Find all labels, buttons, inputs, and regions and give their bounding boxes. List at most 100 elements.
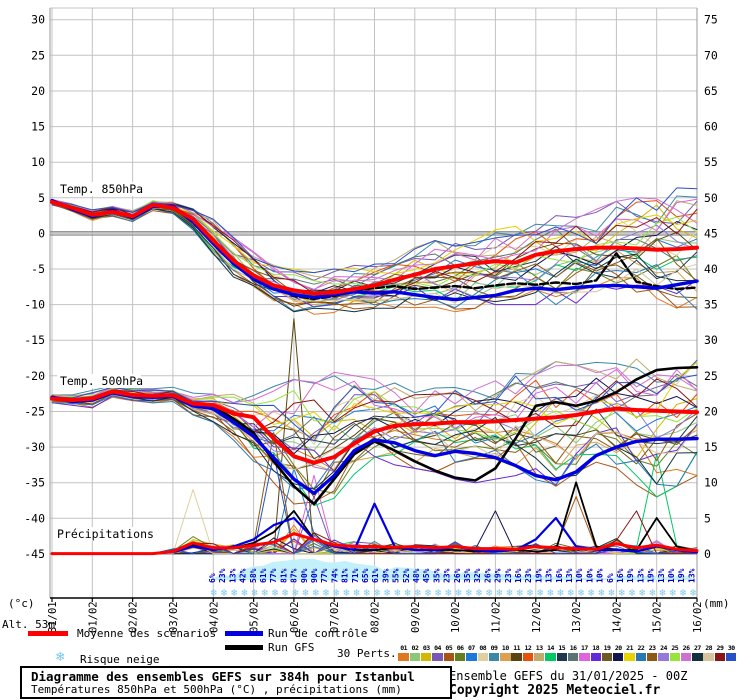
pert-color-swatch — [421, 653, 432, 661]
pert-number: 03 — [422, 644, 430, 652]
svg-text:❄: ❄ — [333, 587, 340, 599]
pert-number: 19 — [603, 644, 611, 652]
run-info: Ensemble GEFS du 31/01/2025 - 00Z — [449, 669, 688, 683]
pert-color-swatch — [613, 653, 624, 661]
svg-text:19%: 19% — [534, 568, 543, 583]
svg-text:10/02: 10/02 — [450, 601, 462, 633]
svg-text:Alt. 53m: Alt. 53m — [2, 618, 55, 631]
svg-text:03/02: 03/02 — [168, 601, 180, 633]
svg-text:(mm): (mm) — [703, 597, 730, 610]
svg-text:14/02: 14/02 — [611, 601, 623, 633]
svg-text:02/02: 02/02 — [128, 601, 140, 633]
svg-text:20: 20 — [704, 404, 718, 418]
pert-legend-item: 12 — [522, 644, 534, 661]
svg-text:55: 55 — [704, 155, 718, 169]
svg-text:30: 30 — [31, 13, 45, 27]
svg-text:❄: ❄ — [649, 587, 656, 599]
svg-text:45: 45 — [704, 226, 718, 240]
pert-legend-item: 18 — [590, 644, 601, 661]
svg-text:52%: 52% — [402, 568, 411, 583]
svg-text:26%: 26% — [453, 568, 462, 583]
pert-color-swatch — [409, 653, 421, 661]
pert-color-swatch — [398, 653, 409, 661]
pert-legend-item: 09 — [488, 644, 500, 661]
pert-number: 13 — [535, 644, 543, 652]
svg-text:23%: 23% — [443, 568, 452, 583]
pert-color-swatch — [500, 653, 511, 661]
svg-text:31/01: 31/01 — [47, 601, 59, 633]
svg-text:90%: 90% — [300, 568, 309, 583]
svg-text:77%: 77% — [320, 568, 329, 583]
pert-color-swatch — [477, 653, 488, 661]
pert-color-swatch — [703, 653, 714, 661]
svg-text:❄: ❄ — [262, 587, 269, 599]
pert-legend-item: 07 — [466, 644, 477, 661]
pert-color-swatch — [488, 653, 500, 661]
pert-number: 14 — [547, 644, 554, 652]
svg-text:90%: 90% — [310, 568, 319, 583]
label-temp-850: Temp. 850hPa — [60, 182, 143, 196]
pert-number: 18 — [592, 644, 600, 652]
svg-text:❄: ❄ — [588, 587, 595, 599]
svg-text:❄: ❄ — [619, 587, 626, 599]
svg-text:32%: 32% — [473, 568, 482, 583]
pert-color-swatch — [669, 653, 680, 661]
svg-text:71%: 71% — [351, 568, 360, 583]
pert-color-swatch — [680, 653, 692, 661]
svg-text:❄: ❄ — [496, 587, 503, 599]
pert-legend-item: 23 — [646, 644, 658, 661]
svg-text:13%: 13% — [545, 568, 554, 583]
svg-text:13%: 13% — [687, 568, 696, 583]
pert-color-swatch — [443, 653, 455, 661]
svg-text:❄: ❄ — [241, 587, 248, 599]
chart-subtitle: Températures 850hPa et 500hPa (°C) , pré… — [31, 683, 402, 696]
pert-color-swatch — [522, 653, 534, 661]
pert-legend-item: 21 — [624, 644, 635, 661]
svg-text:81%: 81% — [341, 568, 350, 583]
label-temp-500: Temp. 500hPa — [60, 374, 143, 388]
pert-legend-item: 28 — [703, 644, 714, 661]
pert-number: 06 — [456, 644, 464, 652]
svg-text:16%: 16% — [514, 568, 523, 583]
snowflake-icon: ❄ — [56, 649, 65, 665]
svg-text:48%: 48% — [412, 568, 421, 583]
snowflake-row: ❄ ❄ ❄ ❄ ❄ ❄ ❄ ❄ ❄ ❄ ❄ ❄ ❄ ❄ ❄ ❄ ❄ ❄ ❄ ❄ ❄ ❄ ❄ ❄ ❄ ❄ ❄ ❄ ❄ ❄ ❄ ❄ ❄ ❄ ❄ ❄ ❄ ❄ ❄ ❄… — [211, 587, 697, 599]
svg-text:23%: 23% — [218, 568, 227, 583]
svg-text:6%: 6% — [606, 573, 615, 583]
svg-text:❄: ❄ — [608, 587, 615, 599]
svg-text:❄: ❄ — [353, 587, 360, 599]
pert-legend-item: 16 — [567, 644, 579, 661]
pert-number: 01 — [400, 644, 408, 652]
pert-color-swatch — [635, 653, 647, 661]
svg-text:❄: ❄ — [557, 587, 564, 599]
svg-text:74%: 74% — [330, 568, 339, 583]
pert-color-swatch — [714, 653, 726, 661]
chart-title: Diagramme des ensembles GEFS sur 384h po… — [31, 669, 415, 684]
svg-text:-35: -35 — [24, 476, 45, 490]
pert-number: 15 — [558, 644, 566, 652]
svg-text:❄: ❄ — [272, 587, 279, 599]
svg-text:❄: ❄ — [374, 587, 381, 599]
pert-legend-item: 17 — [579, 644, 590, 661]
pert-legend-item: 29 — [714, 644, 726, 661]
svg-text:❄: ❄ — [537, 587, 544, 599]
pert-legend-item: 22 — [635, 644, 647, 661]
svg-text:5: 5 — [38, 191, 45, 205]
pert-number: 07 — [468, 644, 475, 652]
perturbation-color-legend: 01 02 03 04 05 06 07 08 09 10 11 12 13 14 15 16 17 18 19 20… — [398, 644, 737, 661]
pert-legend-item: 10 — [500, 644, 511, 661]
svg-text:12/02: 12/02 — [531, 601, 543, 633]
svg-text:61%: 61% — [371, 568, 380, 583]
svg-text:❄: ❄ — [302, 587, 309, 599]
pert-number: 11 — [513, 644, 521, 652]
snow-risk-area — [206, 558, 694, 580]
svg-text:❄: ❄ — [527, 587, 534, 599]
pert-color-swatch — [545, 653, 556, 661]
pert-number: 17 — [580, 644, 588, 652]
pert-legend-item: 30 — [726, 644, 737, 661]
pert-color-swatch — [601, 653, 613, 661]
pert-number: 16 — [569, 644, 577, 652]
svg-text:❄: ❄ — [364, 587, 371, 599]
pert-legend-item: 20 — [613, 644, 624, 661]
